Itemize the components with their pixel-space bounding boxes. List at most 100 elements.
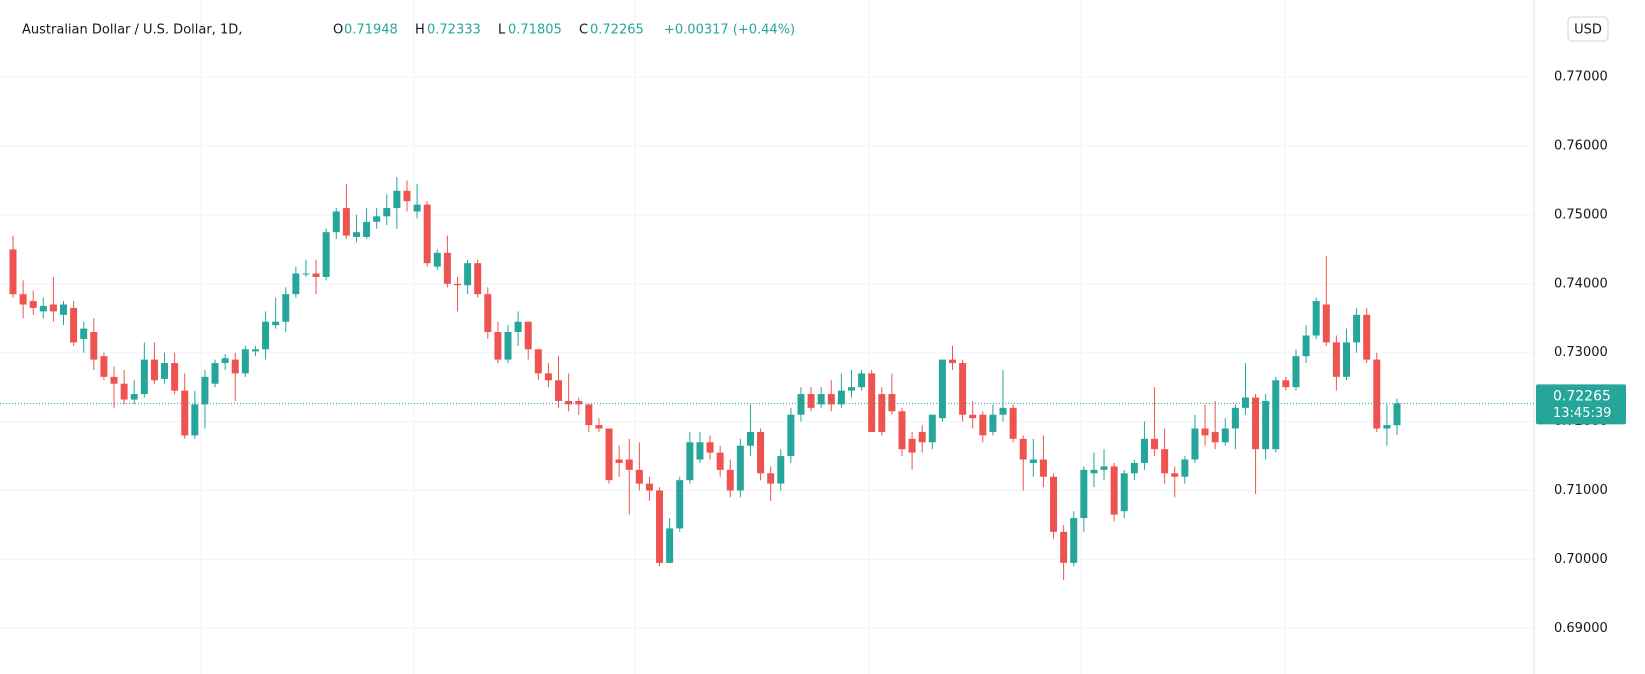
candle-body (928, 414, 936, 443)
candle-body (484, 294, 492, 333)
candle-body (544, 373, 552, 381)
candle-body (605, 428, 613, 481)
candle-body (49, 304, 57, 312)
candle-body (110, 376, 118, 384)
currency[interactable]: USD (1574, 23, 1602, 38)
candle-body (140, 359, 148, 395)
candle-body (383, 208, 391, 217)
candle-body (1221, 428, 1229, 443)
candle-body (1201, 428, 1209, 436)
candle-body (221, 358, 229, 364)
candle-body (292, 273, 300, 295)
candle-body (898, 411, 906, 450)
candle-body (979, 414, 987, 436)
candle-body (1252, 397, 1260, 450)
legend-text: O (333, 23, 343, 38)
candle-body (868, 373, 876, 432)
candle-body (767, 473, 775, 484)
candle-body (100, 356, 108, 377)
header: Australian Dollar / U.S. Dollar, 1D, O 0.… (22, 23, 795, 38)
candle-body (676, 480, 684, 529)
candle-body (312, 273, 320, 277)
candle-body (858, 373, 866, 388)
candle-body (413, 204, 421, 212)
candle-body (757, 431, 765, 474)
candle-body (1262, 400, 1270, 450)
candle-body (1302, 335, 1310, 357)
y-tick-label: 0.70000 (1554, 552, 1608, 567)
candle-body (524, 321, 532, 350)
candle-body (565, 400, 573, 405)
candle-body (1231, 407, 1239, 429)
candle-body (1130, 462, 1138, 474)
candle-body (918, 431, 926, 443)
candle-body (534, 349, 542, 374)
candle-body (494, 332, 502, 360)
legend-text: L (498, 23, 506, 38)
candle-body (161, 363, 169, 379)
candle-body (666, 528, 674, 563)
candle-body (595, 425, 603, 429)
candle-body (181, 390, 189, 436)
candle-body (1373, 359, 1381, 429)
candle-body (302, 273, 310, 275)
candle-body (696, 442, 704, 460)
candle-body (959, 363, 967, 415)
candle-body (1070, 518, 1078, 563)
candle-body (989, 414, 997, 432)
candle-body (282, 294, 290, 322)
candle-body (999, 407, 1007, 415)
candle-body (1171, 473, 1179, 477)
candle-body (1039, 459, 1047, 477)
countdown: 13:45:39 (1553, 406, 1611, 421)
candle-body (1312, 301, 1320, 336)
candle-body (949, 359, 957, 364)
candle-body (171, 363, 179, 391)
candle-body (908, 438, 916, 453)
y-tick-label: 0.76000 (1554, 139, 1608, 154)
candle-body (19, 294, 27, 305)
y-tick-label: 0.74000 (1554, 276, 1608, 291)
candle-body (241, 349, 249, 374)
y-tick-label: 0.77000 (1554, 70, 1608, 85)
candle-body (1050, 476, 1058, 532)
candle-body (888, 394, 896, 412)
candle-body (90, 332, 98, 360)
candle-body (1383, 425, 1391, 429)
candle-body (1151, 438, 1159, 450)
candle-body (1140, 438, 1148, 463)
currency-button[interactable] (1567, 16, 1609, 42)
y-tick-label: 0.71000 (1554, 483, 1608, 498)
candle-body (1241, 397, 1249, 408)
candle-body (585, 404, 593, 426)
candle-body (1120, 473, 1128, 512)
candle-body (514, 321, 522, 333)
candle-body (29, 301, 37, 308)
candle-body (807, 394, 815, 408)
last-price-tag (1536, 384, 1626, 425)
legend-text: 0.72265 (590, 23, 644, 38)
candle-body (262, 321, 270, 350)
candle-body (1272, 380, 1280, 450)
candle-body (150, 359, 158, 381)
candle-body (70, 307, 78, 343)
candle-body (130, 394, 138, 400)
candle-body (211, 363, 219, 384)
candle-body (453, 283, 461, 286)
candle-body (1292, 356, 1300, 388)
candle-body (191, 404, 199, 436)
candle-body (403, 190, 411, 202)
candle-body (555, 380, 563, 401)
candle-body (474, 263, 482, 295)
candle-body (322, 232, 330, 277)
candle-body (736, 445, 744, 491)
candle-body (1342, 342, 1350, 377)
candle-body (787, 414, 795, 457)
candle-body (837, 390, 845, 405)
candle-body (645, 483, 653, 491)
chart-title: Australian Dollar / U.S. Dollar, 1D, (22, 23, 242, 38)
legend-text: 0.71805 (508, 23, 562, 38)
candle-body (827, 394, 835, 405)
